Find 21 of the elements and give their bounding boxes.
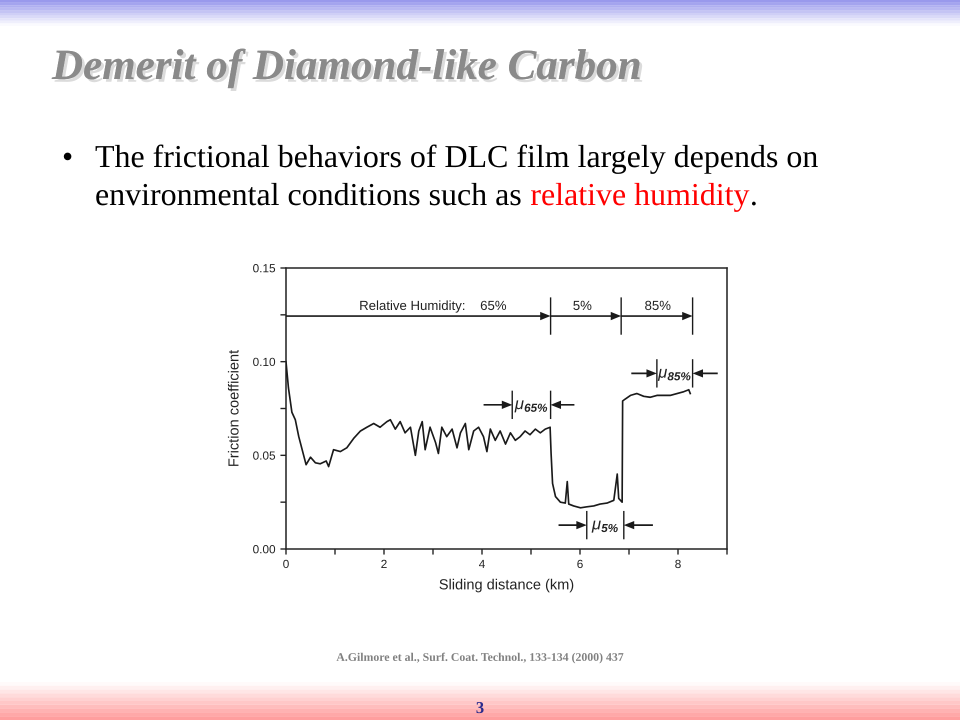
x-tick-label: 2 — [381, 560, 387, 568]
x-tick-label: 6 — [577, 560, 583, 568]
chart-subtitle: • The frictional behaviors of DLC film largely depends on environmental conditions such as relative humidity. — [64, 144, 818, 212]
chart-title: Demerit of Diamond-like Carbon — [52, 48, 642, 91]
y-tick-label: 0.10 — [253, 358, 276, 366]
text: 3 — [476, 702, 484, 714]
y-tick-label: 0.15 — [253, 264, 276, 272]
y-axis-title: Friction coefficient — [228, 350, 239, 466]
annotation: 85% — [645, 300, 670, 310]
annotation: 5% — [573, 300, 592, 310]
annotation: μ$_{65%}$ — [514, 400, 548, 412]
annotation: μ$_{5%}$ — [592, 520, 618, 533]
x-tick-label: 8 — [675, 560, 681, 568]
y-tick-label: 0.00 — [253, 545, 276, 554]
x-axis-title: Sliding distance (km) — [439, 578, 574, 592]
x-tick-label: 4 — [478, 560, 485, 568]
text: A.Gilmore et al., Surf. Coat. Technol., 133-134 (2000) 437 — [336, 652, 624, 664]
y-tick-label: 0.05 — [253, 451, 276, 460]
annotation: μ$_{85%}$ — [658, 368, 690, 381]
x-tick-label: 0 — [283, 560, 289, 568]
annotation: Relative Humidity: 65% — [360, 300, 506, 313]
